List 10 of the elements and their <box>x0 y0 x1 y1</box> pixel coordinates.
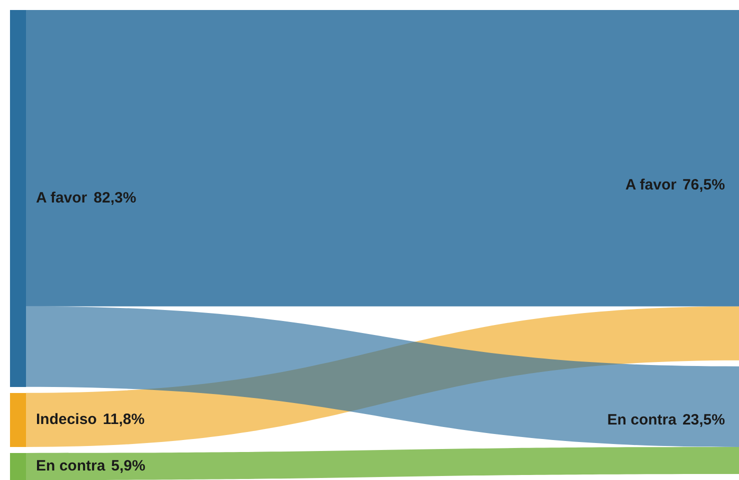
data-label: 11,8% <box>102 411 145 428</box>
category-label: Indeciso <box>36 411 97 428</box>
data-label: 76,5% <box>682 176 725 194</box>
data-label: 82,3% <box>94 190 136 207</box>
data-label: 23,5% <box>682 411 725 428</box>
category-label: A favor <box>625 176 676 194</box>
category-label: A favor <box>36 190 88 207</box>
category-label: En contra <box>36 458 106 475</box>
data-label: 5,9% <box>111 458 146 475</box>
category-label: En contra <box>607 411 676 428</box>
